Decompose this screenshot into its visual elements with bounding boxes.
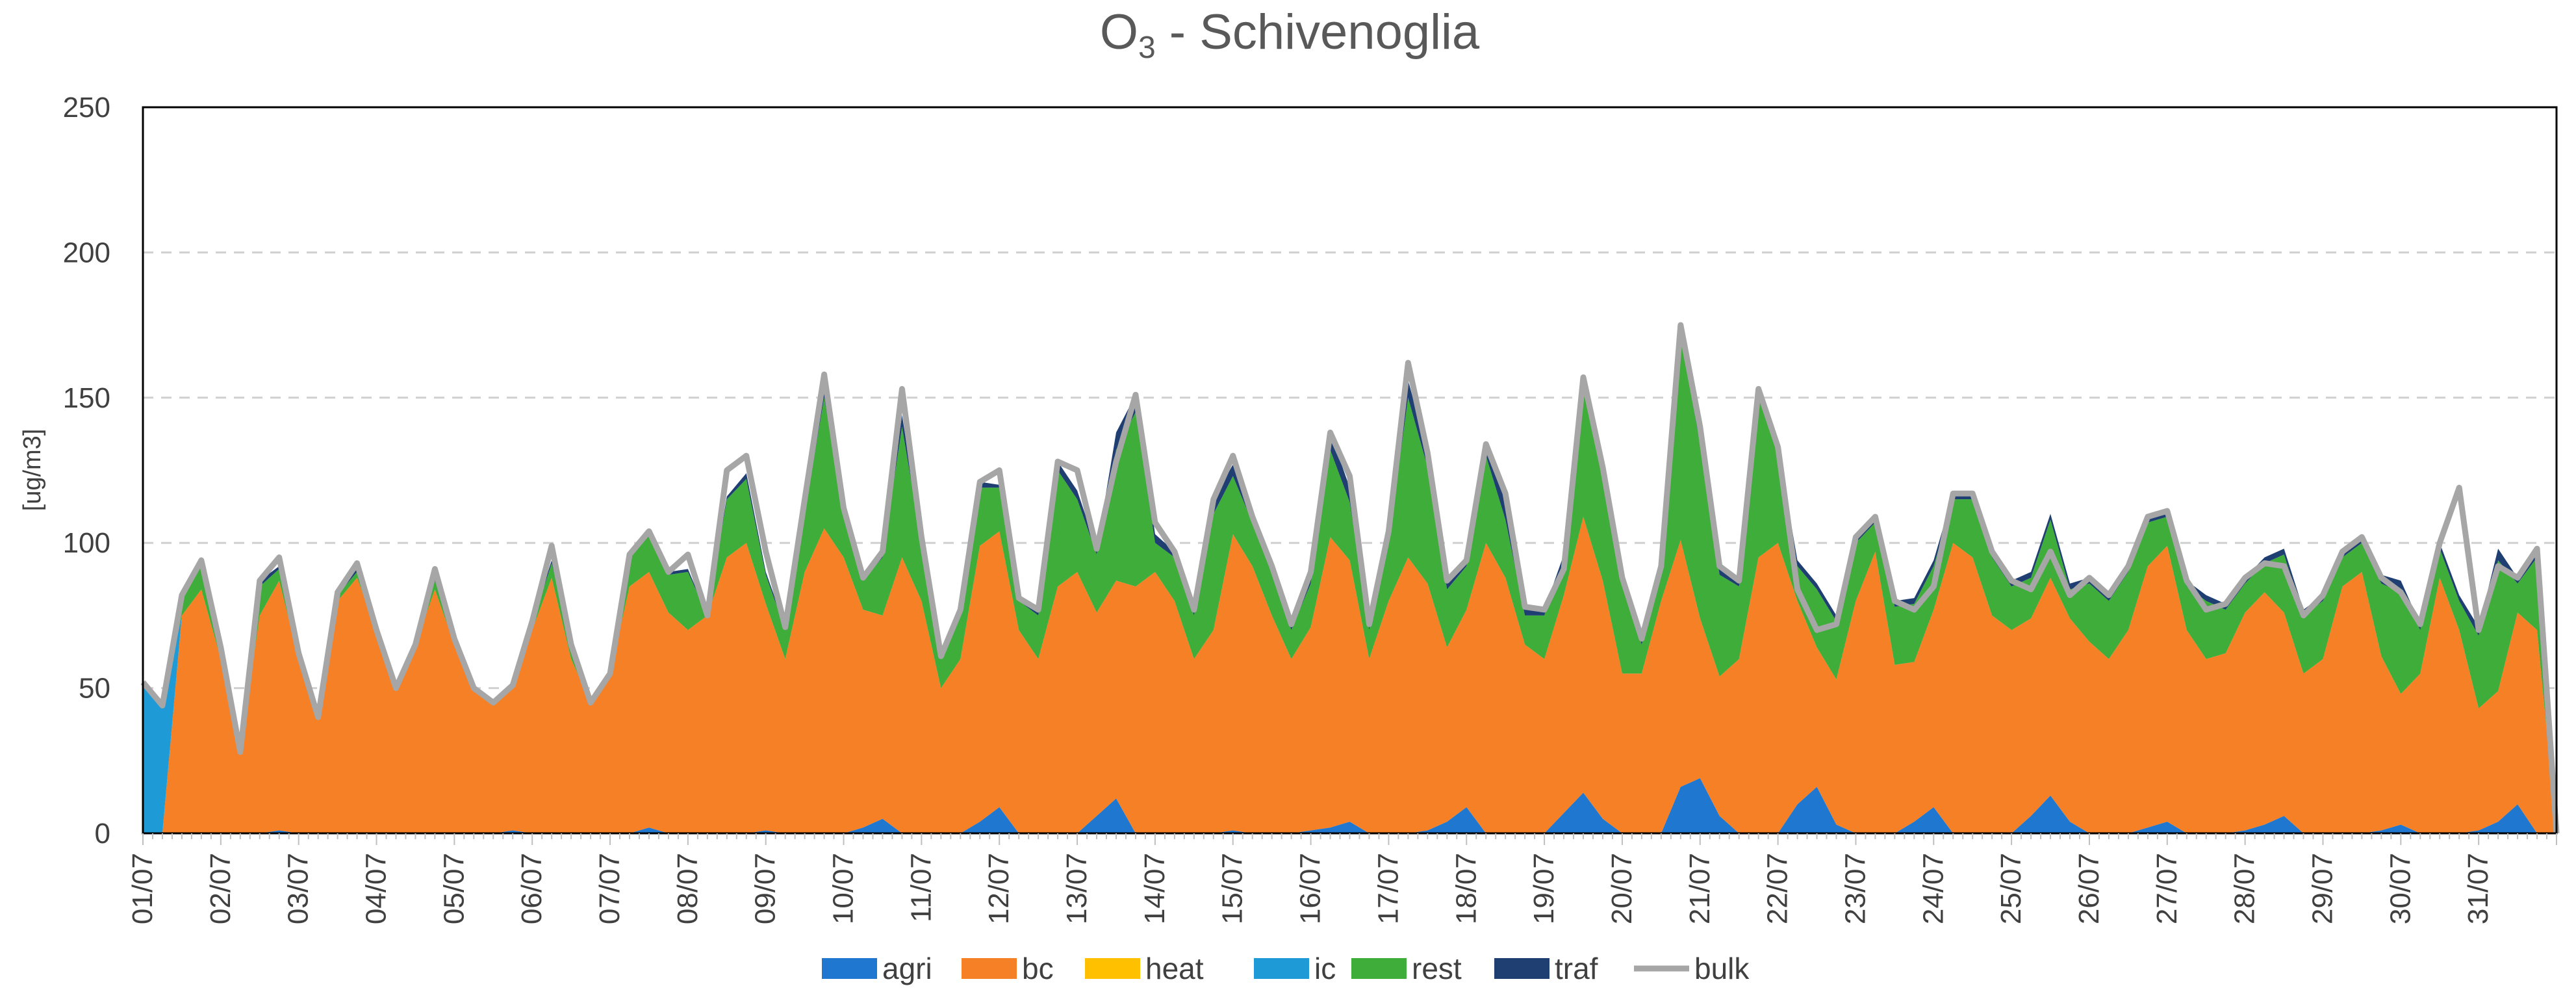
y-tick-label: 200 (63, 237, 110, 268)
legend-item-heat: heat (1085, 952, 1204, 985)
x-tick-label: 23/07 (1839, 853, 1871, 924)
legend-swatch (1494, 958, 1549, 979)
x-tick-label: 28/07 (2229, 853, 2261, 924)
x-tick-label: 16/07 (1295, 853, 1327, 924)
y-tick-label: 250 (63, 92, 110, 124)
y-tick-label: 100 (63, 527, 110, 559)
x-tick-label: 31/07 (2462, 853, 2494, 924)
legend-item-bulk: bulk (1634, 952, 1750, 985)
x-tick-label: 12/07 (983, 853, 1015, 924)
legend-swatch (1351, 958, 1407, 979)
area-agri (143, 778, 2557, 833)
x-tick-label: 26/07 (2073, 853, 2105, 924)
y-tick-label: 50 (79, 673, 110, 705)
x-tick-label: 19/07 (1528, 853, 1560, 924)
series-lines (140, 322, 2560, 834)
legend-item-agri: agri (822, 952, 932, 985)
x-tick-label: 07/07 (594, 853, 626, 924)
x-tick-label: 01/07 (127, 853, 159, 924)
y-axis-label: [ug/m3] (19, 429, 46, 512)
x-tick-label: 17/07 (1372, 853, 1404, 924)
legend-swatch (1254, 958, 1309, 979)
x-tick-label: 29/07 (2306, 853, 2338, 924)
x-tick-label: 02/07 (205, 853, 236, 924)
area-bc (143, 516, 2557, 833)
y-tick-label: 0 (95, 818, 110, 850)
x-tick-label: 25/07 (1995, 853, 2027, 924)
legend-swatch (822, 958, 877, 979)
legend-label: ic (1314, 952, 1336, 985)
x-tick-label: 14/07 (1139, 853, 1171, 924)
y-tick-label: 150 (63, 382, 110, 414)
stacked-areas (143, 325, 2557, 834)
x-tick-label: 22/07 (1762, 853, 1794, 924)
x-tick-label: 18/07 (1450, 853, 1482, 924)
x-axis-ticks: 01/07 02/07 03/07 04/07 05/07 06/07 07/07 08/07… (127, 833, 2557, 924)
legend-label: agri (882, 952, 932, 985)
x-tick-label: 21/07 (1684, 853, 1716, 924)
legend: agri bc heat ic rest traf bulk (822, 952, 1750, 985)
legend-item-bc: bc (962, 952, 1054, 985)
legend-item-rest: rest (1351, 952, 1462, 985)
legend-item-traf: traf (1494, 952, 1598, 985)
x-tick-label: 09/07 (750, 853, 782, 924)
chart-title-subscript: 3 (1138, 31, 1156, 65)
legend-item-ic: ic (1254, 952, 1336, 985)
legend-label: heat (1145, 952, 1204, 985)
x-tick-label: 20/07 (1606, 853, 1638, 924)
legend-swatch (962, 958, 1017, 979)
x-tick-label: 27/07 (2151, 853, 2183, 924)
x-tick-label: 15/07 (1217, 853, 1249, 924)
legend-label: traf (1555, 952, 1598, 985)
legend-swatch (1085, 958, 1140, 979)
legend-label: rest (1412, 952, 1462, 985)
x-tick-label: 11/07 (905, 853, 937, 922)
chart-title: O3 - Schivenoglia (1100, 5, 1480, 65)
y-axis-ticks: 0 50 100 150 200 250 (63, 92, 110, 850)
x-tick-label: 08/07 (672, 853, 704, 924)
x-tick-label: 03/07 (283, 853, 314, 924)
x-tick-label: 04/07 (361, 853, 392, 924)
x-tick-label: 05/07 (438, 853, 470, 924)
legend-label: bulk (1694, 952, 1750, 985)
x-tick-label: 10/07 (828, 853, 860, 924)
line-bulk (140, 322, 2560, 834)
x-tick-label: 13/07 (1061, 853, 1093, 924)
x-tick-label: 30/07 (2384, 853, 2416, 924)
x-tick-label: 06/07 (516, 853, 548, 924)
legend-label: bc (1022, 952, 1054, 985)
x-tick-label: 24/07 (1917, 853, 1949, 924)
